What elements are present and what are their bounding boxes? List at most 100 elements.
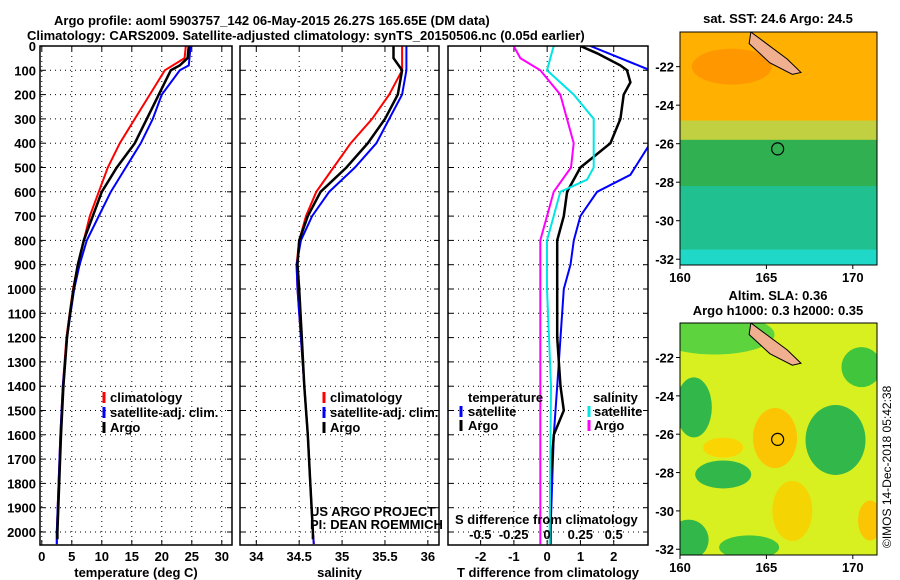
lon-tick-label: 170 <box>842 560 864 575</box>
lat-tick-label: -32 <box>655 252 674 267</box>
s-tick-label: -0.25 <box>499 527 529 542</box>
lon-tick-label: 165 <box>756 560 778 575</box>
y-tick-label: 400 <box>14 136 36 151</box>
x-tick-label: 30 <box>215 549 229 564</box>
lat-tick-label: -26 <box>655 137 674 152</box>
x-axis-label: T difference from climatology <box>457 565 640 580</box>
lat-tick-label: -22 <box>655 60 674 75</box>
legend-title-temperature: temperature <box>468 390 543 405</box>
plot-frame <box>239 45 440 546</box>
y-tick-label: 1200 <box>7 331 36 346</box>
lat-tick-label: -30 <box>655 504 674 519</box>
credit-project: US ARGO PROJECT <box>310 504 435 519</box>
y-tick-label: 1300 <box>7 355 36 370</box>
y-tick-label: 1000 <box>7 282 36 297</box>
map-frame <box>679 31 878 266</box>
y-tick-label: 2000 <box>7 525 36 540</box>
temperature-panel: 0100200300400500600700800900100011001200… <box>7 39 233 580</box>
y-tick-label: 1500 <box>7 404 36 419</box>
map-title: Altim. SLA: 0.36 <box>729 288 828 303</box>
x-tick-label: 20 <box>155 549 169 564</box>
difference-panel: -2 -1 0 1 2T difference from climatology temp… <box>447 45 649 580</box>
sst_map: 160 165 170 -22 -24 -26 -28 -30 -32 sat. SST: 24.… <box>655 11 878 285</box>
x-tick-label: 35.5 <box>372 549 397 564</box>
lat-tick-label: -22 <box>655 351 674 366</box>
series-argo <box>56 46 191 540</box>
x-tick-label: 15 <box>125 549 139 564</box>
lon-tick-label: 160 <box>669 560 691 575</box>
y-tick-label: 1800 <box>7 476 36 491</box>
s-axis-label: S difference from climatology <box>455 512 639 527</box>
x-tick-label: 0 <box>544 549 551 564</box>
legend-label: Argo <box>110 420 140 435</box>
figure-subtitle: Climatology: CARS2009. Satellite-adjuste… <box>27 28 585 43</box>
y-tick-label: 700 <box>14 209 36 224</box>
y-tick-label: 600 <box>14 185 36 200</box>
y-tick-label: 1700 <box>7 452 36 467</box>
lat-tick-label: -26 <box>655 427 674 442</box>
s-tick-label: 0 <box>543 527 550 542</box>
lat-tick-label: -28 <box>655 466 674 481</box>
series-t-satellite <box>549 46 648 545</box>
lat-tick-label: -24 <box>655 98 675 113</box>
y-tick-label: 300 <box>14 112 36 127</box>
y-tick-label: 1400 <box>7 379 36 394</box>
timestamp-label: ©IMOS 14-Dec-2018 05:42:38 <box>880 385 894 548</box>
lat-tick-label: -24 <box>655 389 675 404</box>
legend-label: satellite <box>594 404 642 419</box>
legend-label: climatology <box>330 390 403 405</box>
salinity-panel: 34 34.5 35 35.5 36 salinity climatologysatelli… <box>239 45 443 580</box>
series-satellite-adj-clim- <box>55 46 192 545</box>
legend-label: Argo <box>468 418 498 433</box>
legend-label: Argo <box>330 420 360 435</box>
legend-label: satellite <box>468 404 516 419</box>
x-tick-label: 34 <box>249 549 264 564</box>
x-tick-label: 2 <box>610 549 617 564</box>
x-tick-label: 0 <box>38 549 45 564</box>
lon-tick-label: 165 <box>756 270 778 285</box>
y-tick-label: 1600 <box>7 428 36 443</box>
s-tick-label: 0.25 <box>568 527 593 542</box>
plot-frame <box>39 45 233 546</box>
credit-pi: PI: DEAN ROEMMICH <box>310 517 443 532</box>
series-argo <box>296 46 404 540</box>
new-caledonia-land <box>748 323 802 366</box>
y-tick-label: 1900 <box>7 501 36 516</box>
y-tick-label: 1100 <box>8 306 36 321</box>
lon-tick-label: 170 <box>842 270 864 285</box>
x-tick-label: 25 <box>185 549 199 564</box>
lon-tick-label: 160 <box>669 270 691 285</box>
argo-position-marker <box>771 432 785 446</box>
lat-tick-label: -32 <box>655 542 674 557</box>
y-tick-label: 900 <box>14 258 36 273</box>
map-field <box>680 32 877 265</box>
series-climatology <box>295 46 404 545</box>
map-frame <box>679 322 878 556</box>
sla_map: 160 165 170 -22 -24 -26 -28 -30 -32 Altim. SLA: 0… <box>655 288 878 575</box>
x-tick-label: 1 <box>577 549 584 564</box>
series-s-argo <box>512 46 575 545</box>
y-tick-label: 0 <box>29 39 36 54</box>
legend-title-salinity: salinity <box>593 390 639 405</box>
legend-label: climatology <box>110 390 183 405</box>
x-tick-label: -1 <box>508 549 520 564</box>
legend-label: satellite-adj. clim. <box>110 405 218 420</box>
map-field <box>680 323 877 555</box>
x-tick-label: 36 <box>421 549 435 564</box>
x-tick-label: 34.5 <box>287 549 312 564</box>
new-caledonia-land <box>748 32 802 75</box>
series-climatology <box>55 46 187 545</box>
lat-tick-label: -28 <box>655 175 674 190</box>
series-t-argo <box>549 46 632 545</box>
x-axis-label: temperature (deg C) <box>74 565 198 580</box>
series-s-satellite <box>545 46 595 545</box>
argo-position-marker <box>771 142 785 156</box>
y-tick-label: 200 <box>14 88 36 103</box>
x-axis-label: salinity <box>317 565 363 580</box>
x-tick-label: 10 <box>95 549 109 564</box>
s-tick-label: 0.5 <box>605 527 623 542</box>
y-tick-label: 800 <box>14 233 36 248</box>
map-title: sat. SST: 24.6 Argo: 24.5 <box>703 11 853 26</box>
